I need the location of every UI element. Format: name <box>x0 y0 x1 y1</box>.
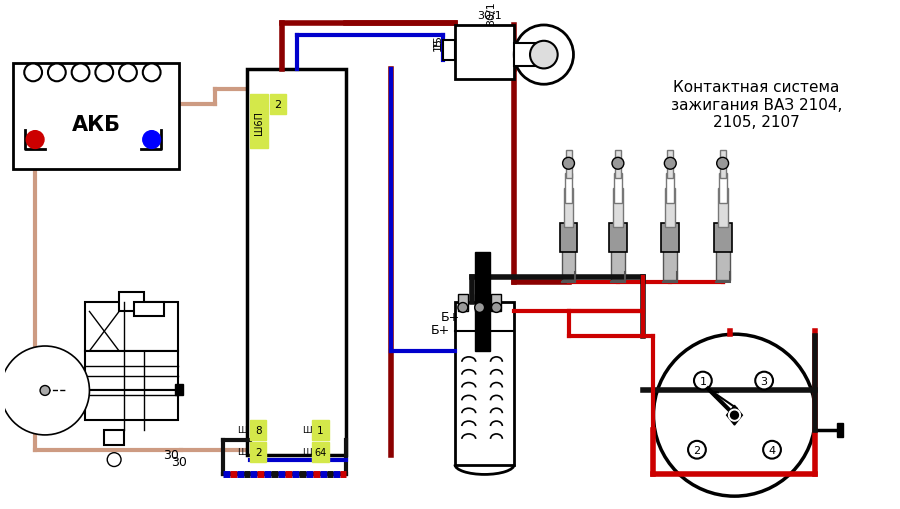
Bar <box>714 223 732 252</box>
Bar <box>443 41 454 61</box>
Circle shape <box>33 379 57 403</box>
Circle shape <box>755 372 773 390</box>
Bar <box>454 302 514 465</box>
Bar <box>666 174 674 204</box>
Text: 1: 1 <box>699 376 707 386</box>
Circle shape <box>694 372 712 390</box>
Text: 3: 3 <box>760 376 768 386</box>
Bar <box>104 430 124 445</box>
Bar <box>614 174 622 204</box>
Circle shape <box>664 158 676 170</box>
Text: 1: 1 <box>318 425 324 435</box>
Bar <box>474 252 490 351</box>
Circle shape <box>143 131 160 149</box>
Circle shape <box>763 441 781 459</box>
Bar <box>665 189 675 228</box>
Bar <box>663 226 677 280</box>
Circle shape <box>458 303 468 313</box>
Polygon shape <box>726 406 742 425</box>
Bar <box>85 351 178 391</box>
Bar <box>563 189 573 228</box>
Bar <box>250 95 268 149</box>
Bar <box>611 226 625 280</box>
Circle shape <box>48 64 66 82</box>
Text: 30/1: 30/1 <box>477 11 502 21</box>
Circle shape <box>612 158 624 170</box>
Bar <box>491 294 501 312</box>
Circle shape <box>474 303 484 313</box>
Bar <box>176 384 184 395</box>
Bar <box>85 391 178 420</box>
Bar <box>458 294 468 312</box>
Bar <box>564 174 572 204</box>
Bar <box>248 70 346 455</box>
Text: Ш: Ш <box>302 447 311 456</box>
Bar <box>474 294 484 312</box>
Bar <box>609 223 626 252</box>
Circle shape <box>11 356 79 425</box>
Bar <box>837 423 843 437</box>
Bar <box>14 64 179 170</box>
Text: 2: 2 <box>274 100 282 110</box>
Bar <box>562 226 575 280</box>
Bar <box>667 151 673 179</box>
Bar <box>514 44 544 67</box>
Text: 2: 2 <box>693 445 700 455</box>
Bar <box>85 302 178 351</box>
Bar <box>615 151 621 179</box>
Text: Ш6П: Ш6П <box>255 110 265 134</box>
Bar <box>250 442 266 462</box>
Bar <box>716 226 730 280</box>
Text: 30: 30 <box>171 455 187 468</box>
Text: Ш: Ш <box>237 447 247 456</box>
Circle shape <box>491 303 501 313</box>
Text: 4: 4 <box>769 445 776 455</box>
Circle shape <box>95 64 113 82</box>
Circle shape <box>72 64 89 82</box>
Bar <box>134 302 164 317</box>
Text: 15: 15 <box>433 37 443 51</box>
Bar <box>613 189 623 228</box>
Bar <box>565 151 572 179</box>
Bar <box>662 223 680 252</box>
Bar <box>119 292 144 312</box>
Text: 30/1: 30/1 <box>487 2 497 26</box>
Text: 2: 2 <box>255 447 262 457</box>
Bar <box>250 420 266 440</box>
Bar <box>311 420 329 440</box>
Circle shape <box>1 346 89 435</box>
Circle shape <box>729 409 741 421</box>
Text: Ш: Ш <box>302 426 311 435</box>
Text: 30: 30 <box>164 448 179 461</box>
Bar <box>560 223 578 252</box>
Circle shape <box>119 64 137 82</box>
Circle shape <box>731 411 738 419</box>
Text: 8: 8 <box>255 425 262 435</box>
Text: Б+: Б+ <box>441 310 460 323</box>
Bar <box>717 189 727 228</box>
Bar <box>719 174 726 204</box>
Text: Б+: Б+ <box>431 323 450 336</box>
Circle shape <box>688 441 706 459</box>
Bar <box>270 95 286 115</box>
Text: АКБ: АКБ <box>72 115 121 134</box>
Circle shape <box>21 366 69 415</box>
Circle shape <box>26 131 44 149</box>
Bar <box>454 26 514 80</box>
Bar <box>720 151 725 179</box>
Circle shape <box>514 26 573 85</box>
Circle shape <box>24 64 42 82</box>
Circle shape <box>530 42 558 69</box>
Circle shape <box>716 158 729 170</box>
Text: 15: 15 <box>433 34 443 48</box>
Circle shape <box>107 453 122 467</box>
Circle shape <box>40 386 50 395</box>
Bar <box>311 442 329 462</box>
Text: 64: 64 <box>314 447 327 457</box>
Circle shape <box>653 334 815 496</box>
Circle shape <box>143 64 160 82</box>
Circle shape <box>562 158 574 170</box>
Text: Контактная система
зажигания ВАЗ 2104,
2105, 2107: Контактная система зажигания ВАЗ 2104, 2… <box>670 80 842 130</box>
Text: Ш: Ш <box>237 426 247 435</box>
